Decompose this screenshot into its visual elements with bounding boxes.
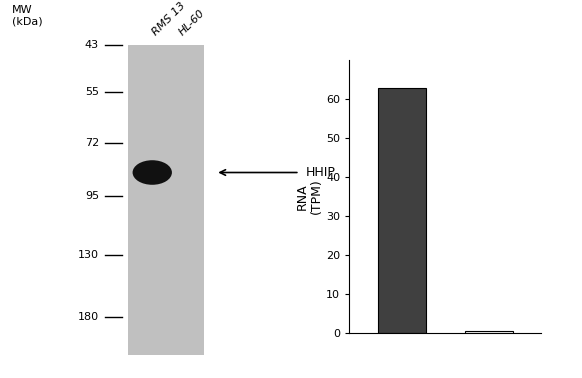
Bar xyxy=(378,88,425,333)
Text: 180: 180 xyxy=(78,312,99,322)
Text: 72: 72 xyxy=(85,138,99,148)
Text: 43: 43 xyxy=(85,40,99,50)
Bar xyxy=(465,331,513,333)
Text: 55: 55 xyxy=(85,87,99,97)
Text: MW
(kDa): MW (kDa) xyxy=(12,5,42,26)
Ellipse shape xyxy=(133,160,172,185)
Text: 130: 130 xyxy=(78,251,99,260)
Text: HHIP: HHIP xyxy=(306,166,335,179)
Bar xyxy=(128,45,204,355)
Text: RMS 13: RMS 13 xyxy=(151,1,187,38)
Text: HL-60: HL-60 xyxy=(177,8,207,38)
Y-axis label: RNA
(TPM): RNA (TPM) xyxy=(295,179,323,214)
Text: 95: 95 xyxy=(85,191,99,201)
